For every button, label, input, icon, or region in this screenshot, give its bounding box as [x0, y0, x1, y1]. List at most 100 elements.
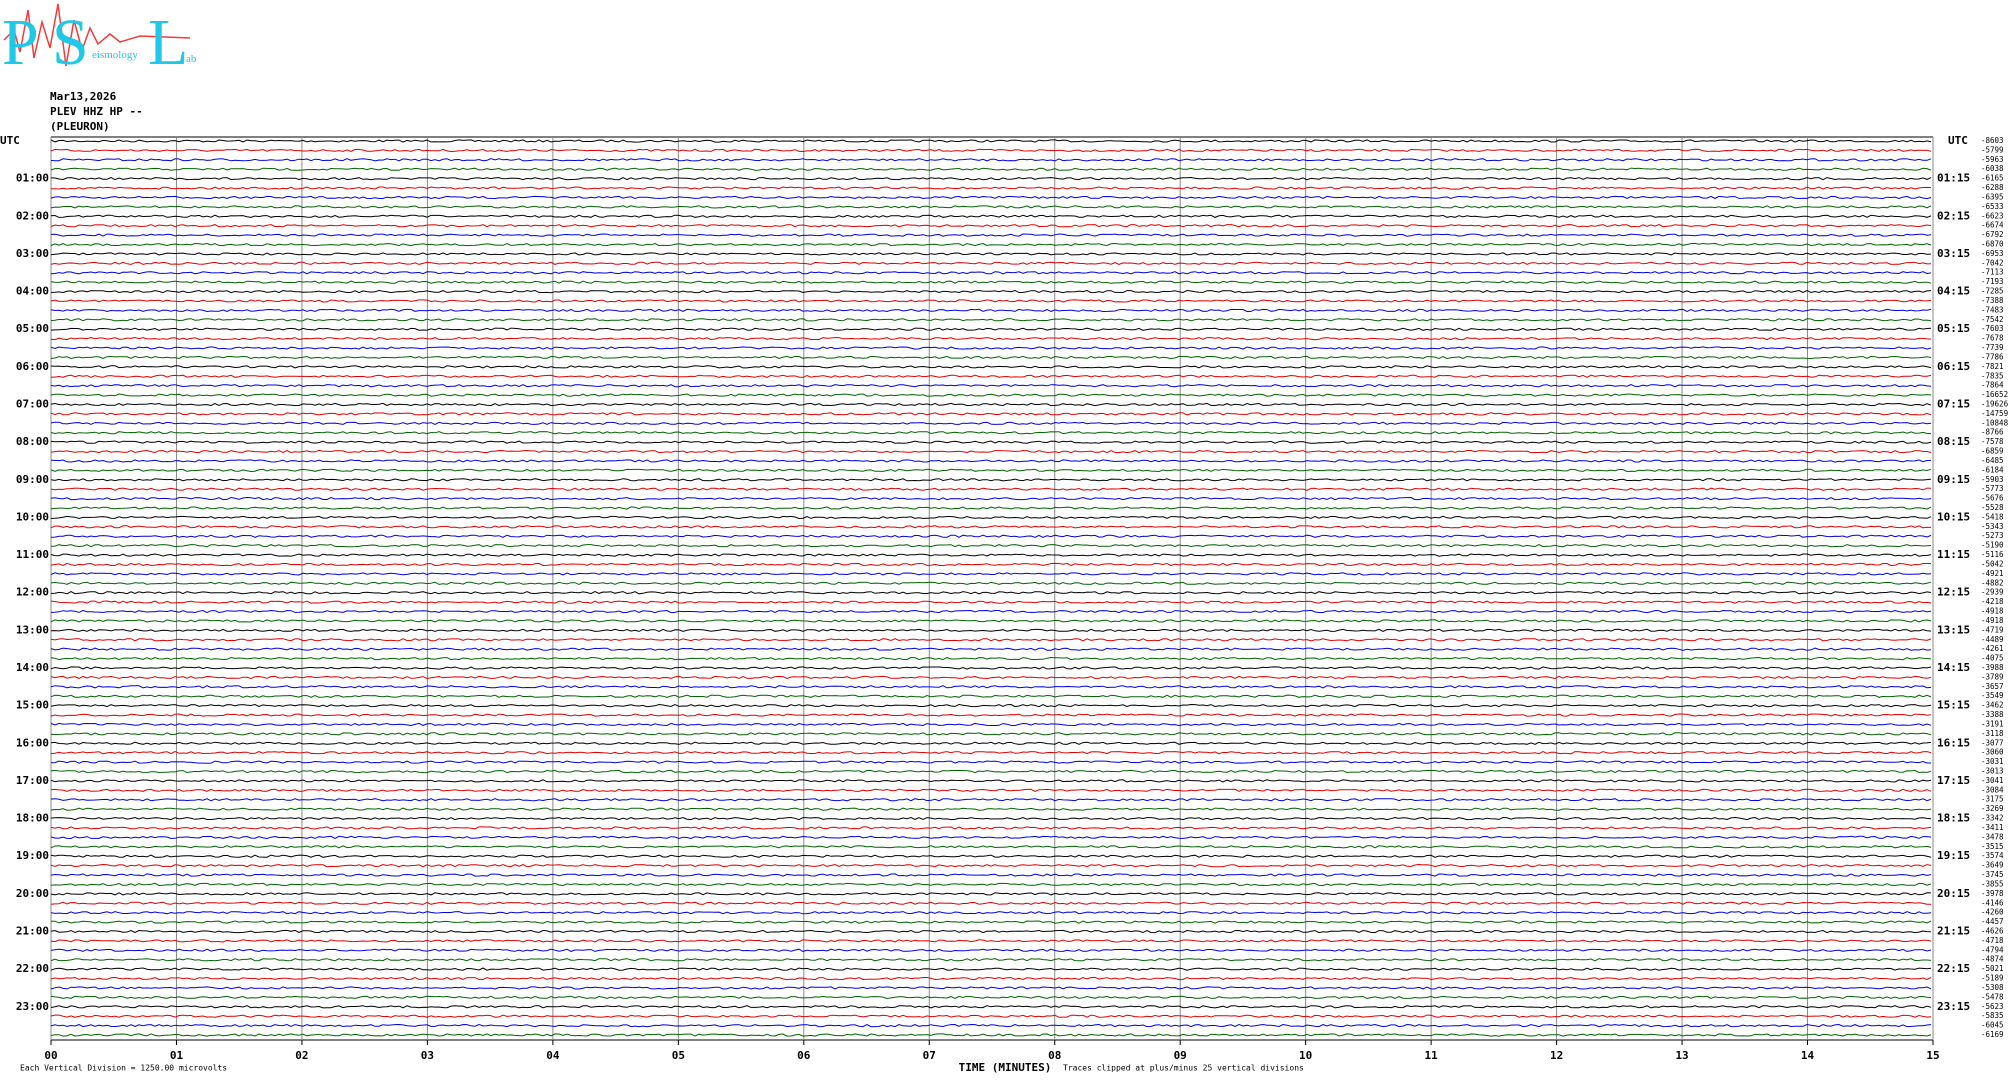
- trace: [50, 958, 1932, 962]
- trace-offset: -2939: [1981, 588, 2004, 597]
- trace: [50, 703, 1932, 708]
- trace: [50, 948, 1932, 952]
- trace-offset: -7786: [1981, 352, 2004, 361]
- minute-label: 14: [1801, 1049, 1815, 1062]
- trace-offset: -5623: [1981, 1002, 2004, 1011]
- trace-offset: -4626: [1981, 926, 2004, 935]
- trace-offset: -10848: [1981, 418, 2009, 427]
- time-label-left: 15:00: [16, 699, 49, 712]
- trace-offset: -5042: [1981, 559, 2004, 568]
- time-label-left: 08:00: [16, 435, 49, 448]
- trace-offset: -3041: [1981, 776, 2004, 785]
- time-label-right: 08:15: [1937, 435, 1970, 448]
- trace: [50, 826, 1932, 830]
- trace: [50, 412, 1932, 416]
- trace: [50, 186, 1932, 190]
- trace: [50, 807, 1932, 811]
- trace: [50, 336, 1932, 341]
- time-label-right: 04:15: [1937, 285, 1970, 298]
- trace: [50, 638, 1932, 642]
- trace-offset: -6184: [1981, 465, 2004, 474]
- trace: [50, 967, 1932, 971]
- trace-offset: -5528: [1981, 503, 2004, 512]
- trace: [50, 506, 1932, 510]
- trace: [50, 901, 1932, 905]
- trace-offset: -3411: [1981, 823, 2004, 832]
- x-axis-label: TIME (MINUTES): [959, 1061, 1052, 1074]
- trace-offset: -4218: [1981, 597, 2004, 606]
- trace-offset: -7603: [1981, 324, 2004, 333]
- time-label-left: 18:00: [16, 812, 49, 825]
- time-label-right: 15:15: [1937, 699, 1970, 712]
- trace-offset: -3574: [1981, 851, 2004, 860]
- trace-offset: -5021: [1981, 964, 2004, 973]
- logo-letter: P: [2, 6, 39, 79]
- trace-offset: -4489: [1981, 635, 2004, 644]
- trace-offset: -6859: [1981, 447, 2004, 456]
- trace-offset: -4918: [1981, 607, 2004, 616]
- trace-offset: -6045: [1981, 1021, 2004, 1030]
- trace-offset: -5903: [1981, 475, 2004, 484]
- trace-offset: -3269: [1981, 804, 2004, 813]
- trace-offset: -3077: [1981, 738, 2004, 747]
- time-label-left: 06:00: [16, 360, 49, 373]
- time-label-right: 10:15: [1937, 510, 1970, 523]
- trace-offset: -6165: [1981, 174, 2004, 183]
- trace-offset: -3745: [1981, 870, 2004, 879]
- time-label-left: 03:00: [16, 247, 49, 260]
- trace: [50, 816, 1932, 821]
- time-label-right: 12:15: [1937, 586, 1970, 599]
- trace: [50, 1023, 1932, 1028]
- time-label-left: 10:00: [16, 510, 49, 523]
- trace: [50, 299, 1932, 303]
- trace-offset: -3657: [1981, 682, 2004, 691]
- trace: [50, 252, 1932, 256]
- trace-offset: -7578: [1981, 437, 2004, 446]
- trace: [50, 449, 1932, 454]
- trace-offset: -5773: [1981, 484, 2004, 493]
- minute-label: 12: [1550, 1049, 1563, 1062]
- time-label-right: 22:15: [1937, 962, 1970, 975]
- trace: [50, 591, 1932, 595]
- trace: [50, 148, 1932, 153]
- trace: [50, 798, 1932, 802]
- trace-offset: -5676: [1981, 494, 2004, 503]
- time-label-right: 05:15: [1937, 322, 1970, 335]
- trace: [50, 854, 1932, 858]
- trace: [50, 713, 1932, 717]
- trace-offset: -3031: [1981, 757, 2004, 766]
- minute-label: 10: [1299, 1049, 1312, 1062]
- trace: [50, 873, 1932, 877]
- trace-offset: -3789: [1981, 672, 2004, 681]
- trace: [50, 280, 1932, 284]
- time-label-right: 07:15: [1937, 397, 1970, 410]
- trace: [50, 515, 1932, 520]
- trace: [50, 694, 1932, 698]
- trace-offset: -7864: [1981, 381, 2004, 390]
- time-label-left: 11:00: [16, 548, 49, 561]
- minute-label: 06: [797, 1049, 811, 1062]
- trace: [50, 553, 1932, 557]
- trace-offset: -8766: [1981, 428, 2004, 437]
- trace-offset: -7821: [1981, 362, 2004, 371]
- trace: [50, 261, 1932, 265]
- location: (PLEURON): [50, 120, 110, 133]
- trace: [50, 600, 1932, 604]
- trace-offset: -5418: [1981, 512, 2004, 521]
- time-label-right: 21:15: [1937, 924, 1970, 937]
- trace-offset: -4718: [1981, 936, 2004, 945]
- logo-word: eismology: [92, 49, 138, 61]
- minute-label: 08: [1048, 1049, 1061, 1062]
- trace: [50, 402, 1932, 407]
- trace: [50, 487, 1932, 491]
- trace: [50, 365, 1932, 369]
- trace-offset: -3462: [1981, 701, 2004, 710]
- trace-offset: -4874: [1981, 955, 2004, 964]
- trace-offset: -4075: [1981, 654, 2004, 663]
- trace: [50, 205, 1932, 209]
- trace: [51, 920, 1932, 924]
- trace: [50, 525, 1932, 529]
- trace-offset: -3060: [1981, 748, 2004, 757]
- trace: [50, 421, 1932, 425]
